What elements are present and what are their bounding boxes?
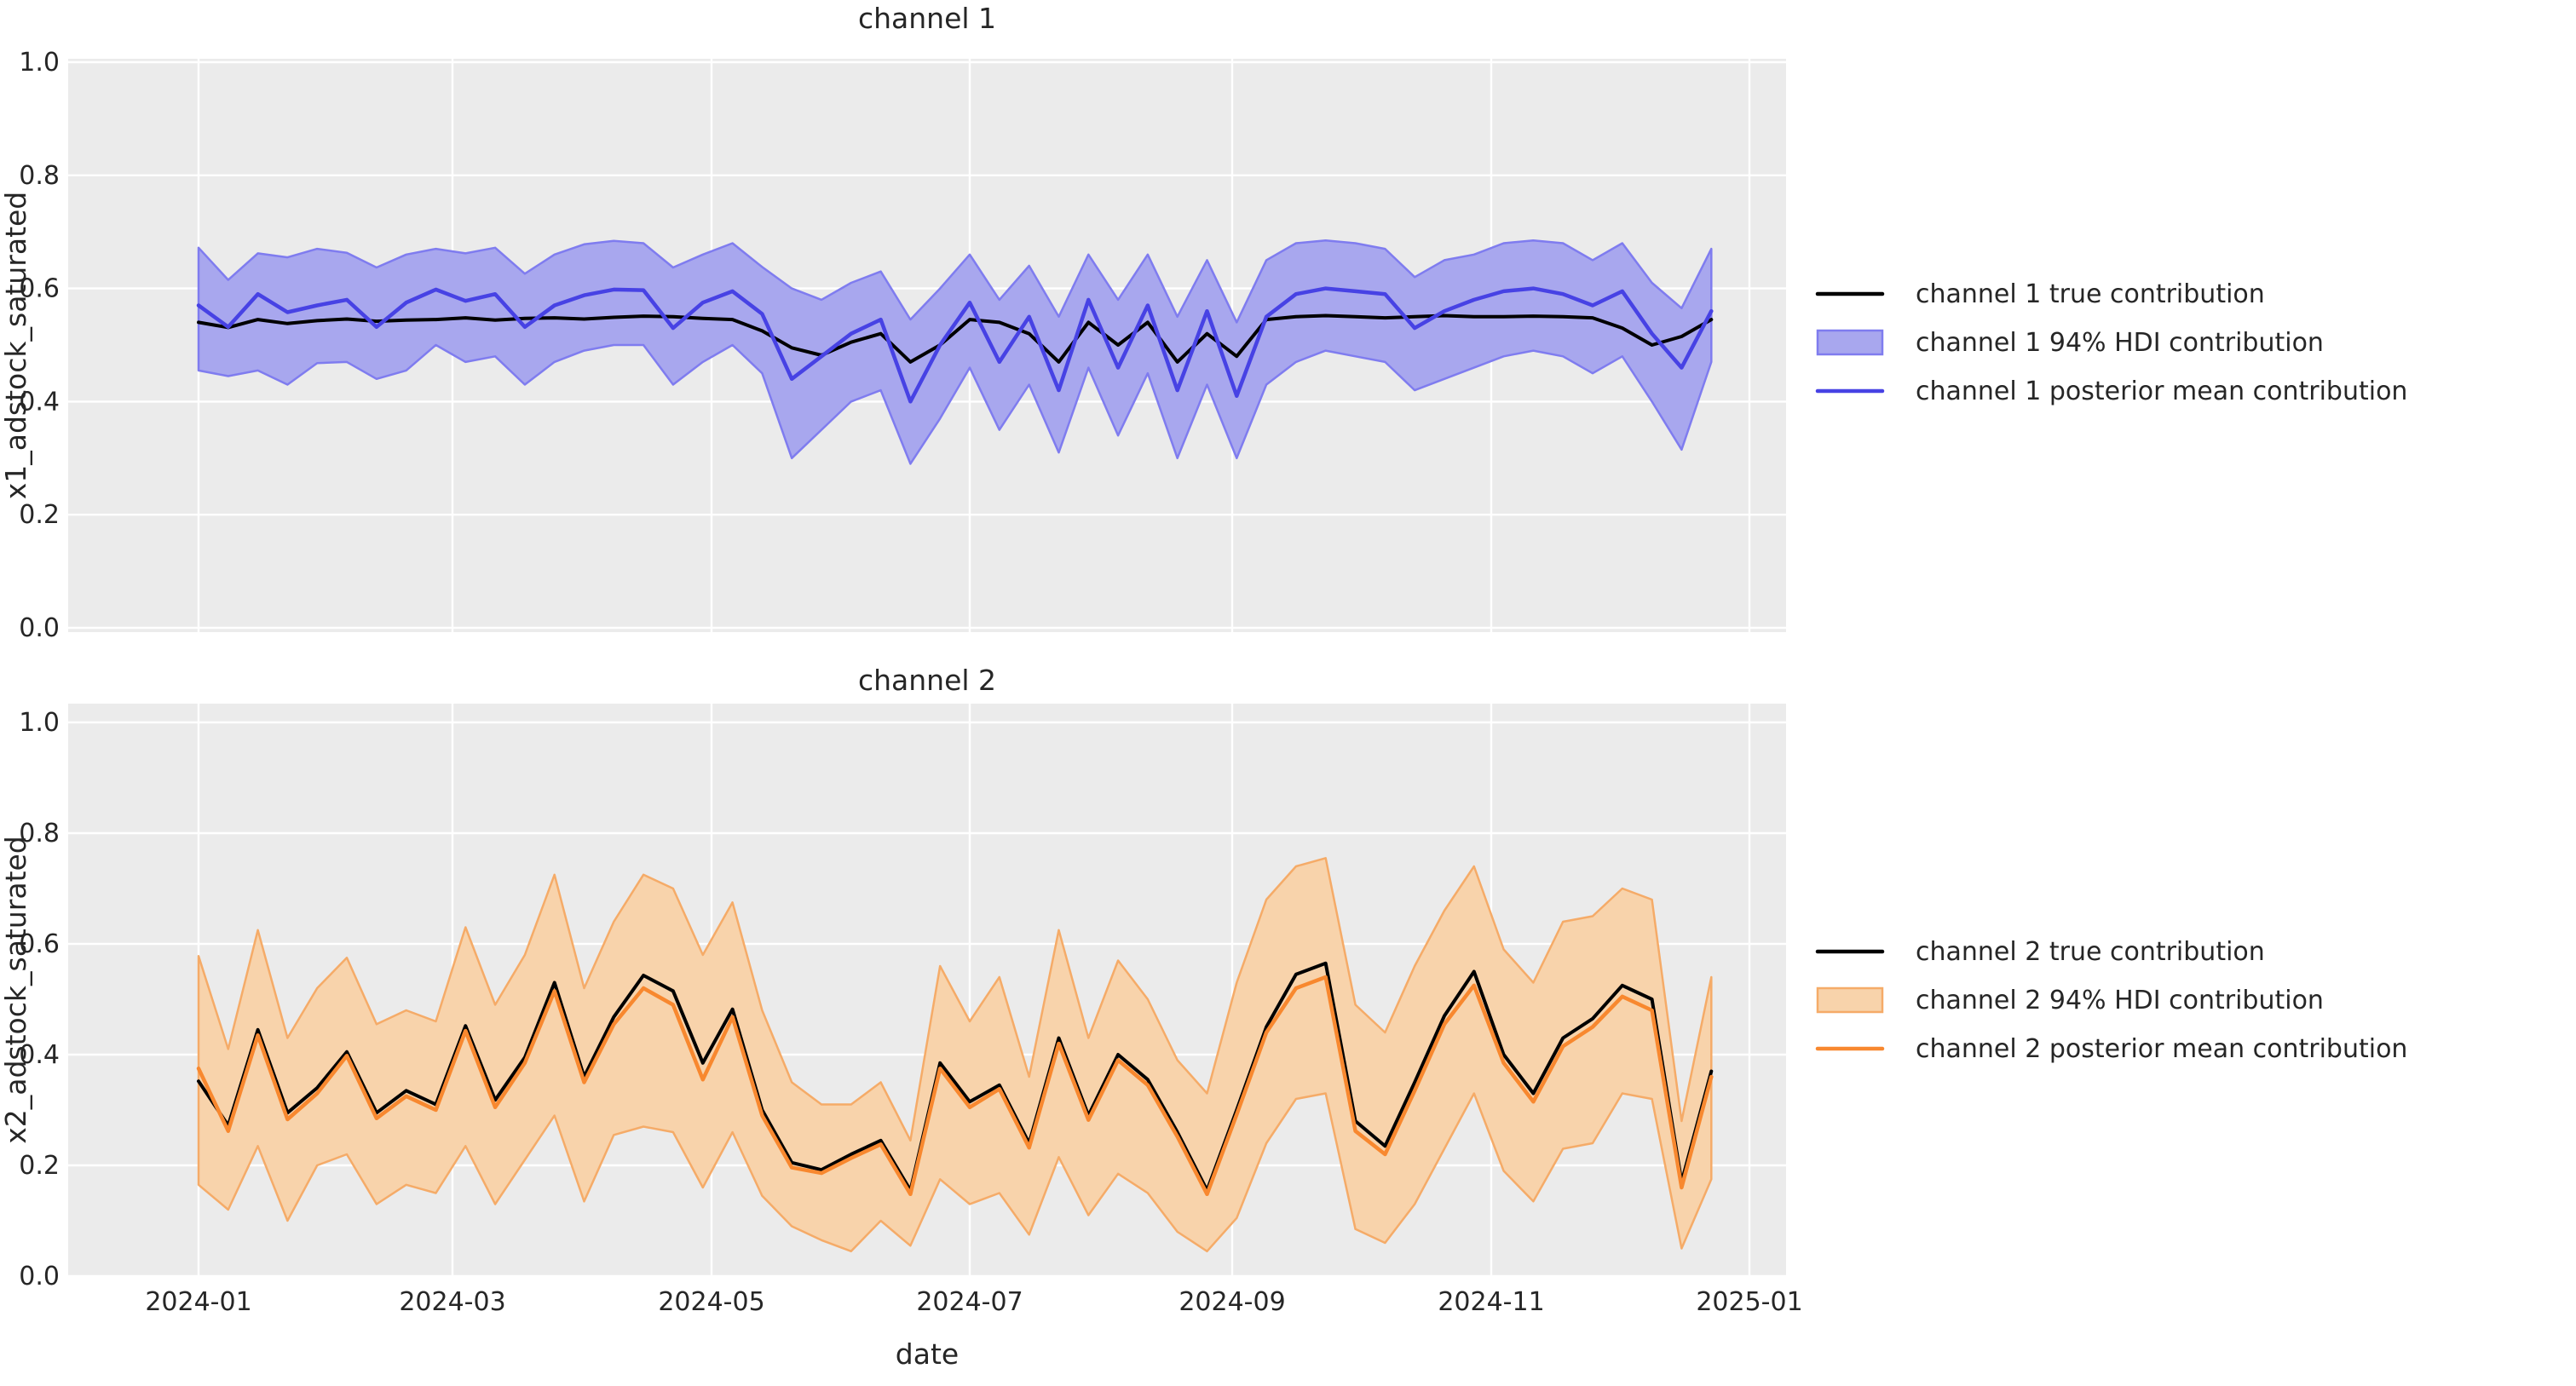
y-tick-label: 0.2 bbox=[19, 500, 60, 530]
legend-label: channel 2 true contribution bbox=[1916, 937, 2265, 967]
hdi-band bbox=[197, 857, 1713, 1253]
y-tick-label: 1.0 bbox=[19, 708, 60, 738]
x-tick-label: 2024-07 bbox=[916, 1287, 1023, 1317]
y-tick-label: 0.8 bbox=[19, 819, 60, 848]
subplot-channel-2: 0.0 0.2 0.4 0.6 0.8 1.0 channel 2 x2_adstock_sa… bbox=[0, 664, 1786, 1291]
x-tick-label: 2024-03 bbox=[399, 1287, 505, 1317]
legend-band-swatch bbox=[1816, 986, 1884, 1014]
y-tick-label: 0.0 bbox=[19, 613, 60, 643]
y-tick-label: 0.4 bbox=[19, 387, 60, 417]
legend-channel-1: channel 1 true contribution channel 1 94%… bbox=[1815, 279, 2407, 406]
x-tick-label: 2024-01 bbox=[145, 1287, 251, 1317]
x-axis-label: date bbox=[896, 1337, 959, 1371]
legend-label: channel 1 true contribution bbox=[1916, 279, 2265, 309]
y-axis-label: x1_adstock_saturated bbox=[0, 192, 32, 500]
y-tick-label: 0.4 bbox=[19, 1040, 60, 1070]
true-contribution-line bbox=[197, 313, 1714, 364]
y-tick-label: 1.0 bbox=[19, 48, 60, 78]
legend-channel-2: channel 2 true contribution channel 2 94%… bbox=[1815, 937, 2407, 1064]
subplot-channel-1: 0.0 0.2 0.4 0.6 0.8 1.0 channel 1 x1_adstock_sa… bbox=[0, 2, 1786, 643]
x-tick-label: 2024-09 bbox=[1179, 1287, 1285, 1317]
legend-label: channel 1 posterior mean contribution bbox=[1916, 377, 2407, 406]
x-tick-label: 2025-01 bbox=[1696, 1287, 1802, 1317]
legend-label: channel 2 posterior mean contribution bbox=[1916, 1034, 2407, 1064]
legend-label: channel 1 94% HDI contribution bbox=[1916, 328, 2324, 358]
x-tick-label: 2024-05 bbox=[658, 1287, 764, 1317]
y-tick-label: 0.2 bbox=[19, 1151, 60, 1181]
x-tick-label: 2024-11 bbox=[1438, 1287, 1544, 1317]
subplot-title: channel 2 bbox=[858, 664, 996, 697]
y-tick-label: 0.6 bbox=[19, 274, 60, 304]
posterior-mean-line bbox=[196, 975, 1714, 1197]
y-tick-label: 0.6 bbox=[19, 929, 60, 959]
subplot-title: channel 1 bbox=[858, 2, 996, 35]
y-tick-label: 0.0 bbox=[19, 1262, 60, 1291]
y-axis-label: x2_adstock_saturated bbox=[0, 836, 32, 1144]
legend-band-swatch bbox=[1816, 329, 1884, 356]
legend-label: channel 2 94% HDI contribution bbox=[1916, 986, 2324, 1015]
y-tick-label: 0.8 bbox=[19, 161, 60, 191]
posterior-mean-line bbox=[196, 286, 1714, 404]
